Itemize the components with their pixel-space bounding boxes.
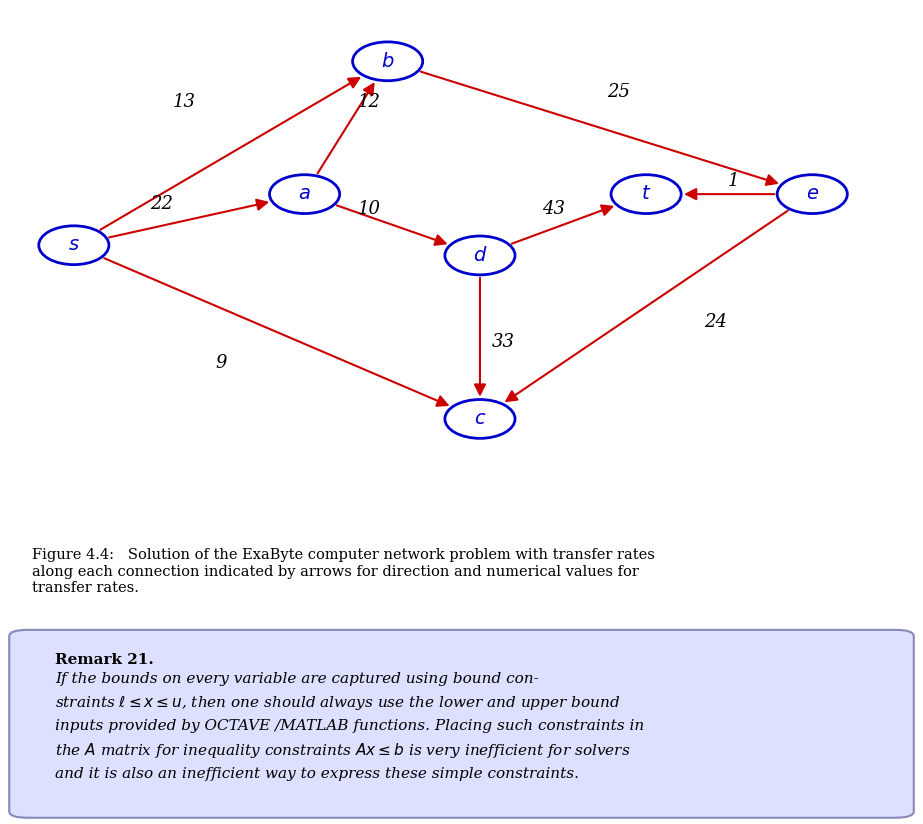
Text: 10: 10: [358, 200, 380, 218]
Text: $t$: $t$: [641, 185, 652, 204]
Text: Figure 4.4:   Solution of the ExaByte computer network problem with transfer rat: Figure 4.4: Solution of the ExaByte comp…: [32, 549, 655, 595]
Text: $a$: $a$: [298, 185, 311, 204]
Text: 33: 33: [492, 333, 514, 351]
Text: Remark 21.: Remark 21.: [55, 653, 154, 667]
Text: 24: 24: [704, 313, 726, 331]
Text: 9: 9: [216, 353, 227, 372]
Text: $b$: $b$: [381, 52, 394, 71]
Text: $e$: $e$: [806, 185, 819, 204]
FancyBboxPatch shape: [9, 630, 914, 817]
Circle shape: [446, 236, 514, 274]
Text: 1: 1: [728, 172, 739, 190]
Circle shape: [270, 176, 339, 213]
Text: 22: 22: [150, 195, 173, 213]
Circle shape: [354, 42, 422, 80]
Circle shape: [612, 176, 680, 213]
Circle shape: [40, 227, 108, 265]
Text: 12: 12: [358, 93, 380, 111]
Text: 25: 25: [607, 83, 629, 101]
Text: 13: 13: [174, 93, 196, 111]
Text: 43: 43: [543, 200, 565, 218]
Text: $s$: $s$: [68, 236, 79, 255]
Text: $d$: $d$: [473, 246, 487, 265]
Circle shape: [778, 176, 846, 213]
Text: $c$: $c$: [473, 410, 486, 428]
Circle shape: [446, 400, 514, 438]
Text: If the bounds on every variable are captured using bound con-
straints $\ell \le: If the bounds on every variable are capt…: [55, 672, 644, 780]
